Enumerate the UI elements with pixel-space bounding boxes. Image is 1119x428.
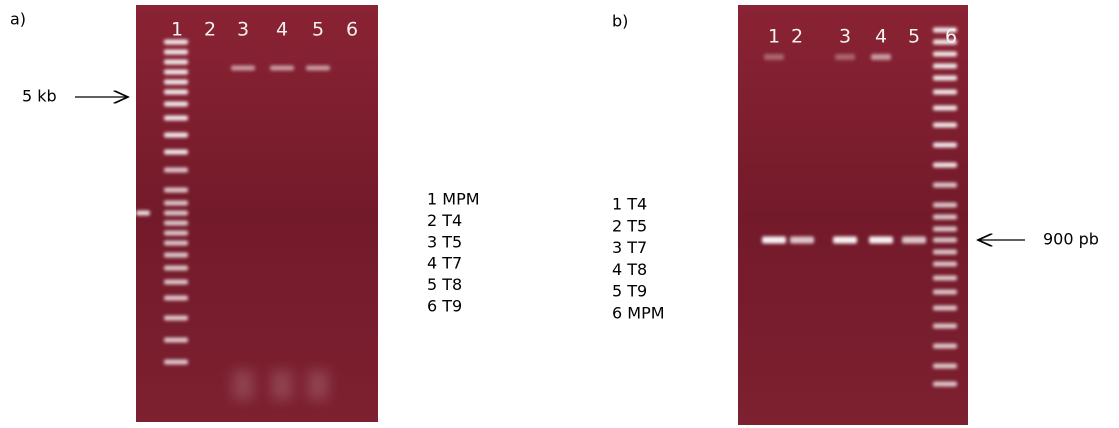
band bbox=[164, 338, 188, 343]
band bbox=[232, 370, 254, 400]
band bbox=[164, 70, 188, 75]
lane-number: 2 bbox=[791, 26, 803, 48]
lane-number: 6 bbox=[945, 26, 957, 48]
legend-entry: 2 T4 bbox=[427, 211, 462, 230]
band bbox=[164, 116, 188, 121]
band bbox=[933, 250, 957, 255]
band bbox=[164, 188, 188, 193]
band bbox=[164, 150, 188, 155]
band bbox=[790, 237, 814, 244]
figure: a) 5 kb b) 900 pb 1234561 MPM2 T43 T54 T… bbox=[0, 0, 1119, 428]
band bbox=[933, 215, 957, 220]
band bbox=[164, 316, 188, 321]
band bbox=[869, 237, 893, 244]
band bbox=[933, 324, 957, 329]
band bbox=[764, 54, 784, 60]
legend-entry: 1 T4 bbox=[612, 195, 647, 214]
band bbox=[933, 183, 957, 188]
legend-entry: 1 MPM bbox=[427, 190, 480, 209]
band bbox=[933, 143, 957, 148]
legend-entry: 4 T8 bbox=[612, 260, 647, 279]
band bbox=[136, 211, 150, 216]
band bbox=[835, 54, 855, 60]
band bbox=[164, 201, 188, 206]
band bbox=[933, 52, 957, 57]
legend-entry: 2 T5 bbox=[612, 216, 647, 235]
band bbox=[762, 237, 786, 244]
band bbox=[933, 76, 957, 81]
band bbox=[164, 80, 188, 85]
band bbox=[164, 133, 188, 138]
legend-entry: 5 T8 bbox=[427, 275, 462, 294]
lane-number: 5 bbox=[312, 19, 324, 41]
band bbox=[933, 238, 957, 243]
lane-number: 4 bbox=[875, 26, 887, 48]
band bbox=[307, 370, 329, 400]
band bbox=[933, 276, 957, 281]
lane-number: 5 bbox=[908, 26, 920, 48]
legend-entry: 6 MPM bbox=[612, 304, 665, 323]
band bbox=[164, 211, 188, 216]
band bbox=[164, 102, 188, 107]
band bbox=[833, 237, 857, 244]
lane-number: 3 bbox=[237, 19, 249, 41]
marker-label: 5 kb bbox=[22, 87, 57, 106]
band bbox=[306, 66, 330, 71]
band bbox=[164, 266, 188, 271]
band bbox=[933, 123, 957, 128]
band bbox=[933, 106, 957, 111]
band bbox=[164, 296, 188, 301]
band bbox=[933, 290, 957, 295]
panel-label: a) bbox=[10, 10, 26, 29]
band bbox=[164, 221, 188, 226]
band bbox=[164, 360, 188, 365]
gel-b bbox=[738, 5, 968, 425]
band bbox=[871, 54, 891, 60]
legend-entry: 3 T5 bbox=[427, 232, 462, 251]
lane-number: 2 bbox=[204, 19, 216, 41]
panel-label: b) bbox=[612, 12, 628, 31]
band bbox=[902, 237, 926, 244]
band bbox=[933, 364, 957, 369]
legend-entry: 6 T9 bbox=[427, 297, 462, 316]
band bbox=[231, 66, 255, 71]
band bbox=[933, 344, 957, 349]
lane-number: 1 bbox=[171, 19, 183, 41]
band bbox=[271, 370, 293, 400]
band bbox=[933, 90, 957, 95]
lane-number: 6 bbox=[346, 19, 358, 41]
band bbox=[164, 60, 188, 65]
band bbox=[933, 262, 957, 267]
band bbox=[164, 50, 188, 55]
marker-label: 900 pb bbox=[1043, 230, 1099, 249]
lane-number: 4 bbox=[276, 19, 288, 41]
band bbox=[164, 231, 188, 236]
legend-entry: 3 T7 bbox=[612, 238, 647, 257]
lane-number: 1 bbox=[768, 26, 780, 48]
band bbox=[164, 168, 188, 173]
band bbox=[933, 227, 957, 232]
band bbox=[933, 163, 957, 168]
band bbox=[933, 306, 957, 311]
band bbox=[164, 253, 188, 258]
legend-entry: 4 T7 bbox=[427, 254, 462, 273]
band bbox=[270, 66, 294, 71]
legend-entry: 5 T9 bbox=[612, 282, 647, 301]
band bbox=[933, 382, 957, 387]
band bbox=[933, 203, 957, 208]
band bbox=[164, 280, 188, 285]
band bbox=[164, 241, 188, 246]
lane-number: 3 bbox=[839, 26, 851, 48]
band bbox=[164, 90, 188, 95]
band bbox=[933, 64, 957, 69]
